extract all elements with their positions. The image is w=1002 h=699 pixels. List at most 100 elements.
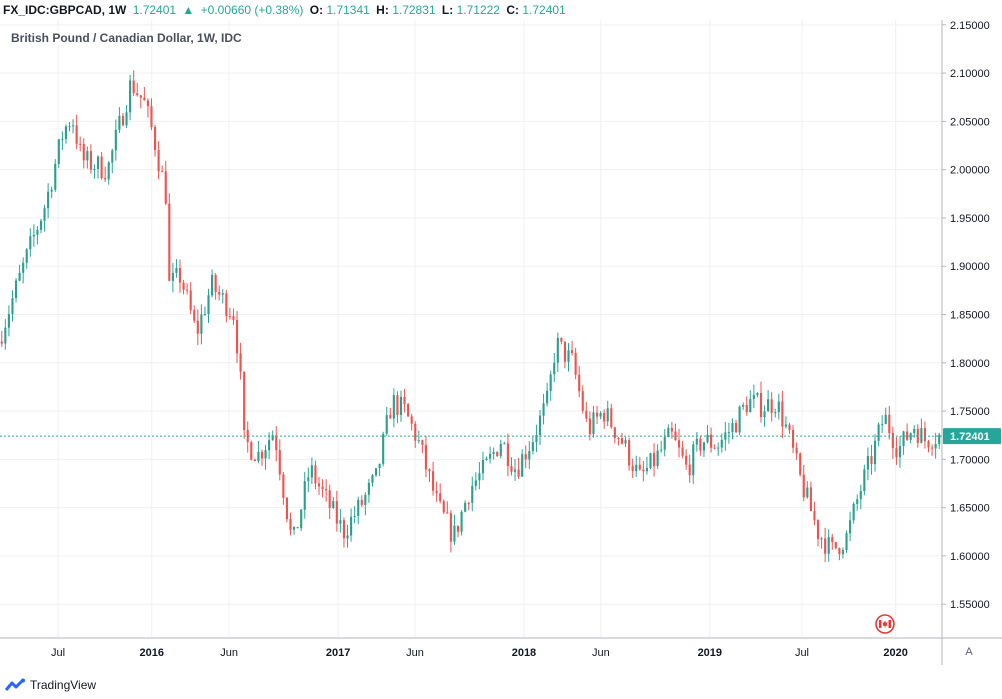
candle-body xyxy=(731,423,734,433)
candle-body xyxy=(403,396,406,405)
candle-body xyxy=(239,353,242,372)
tradingview-brand[interactable]: TradingView xyxy=(30,678,97,692)
candle-body xyxy=(528,451,531,460)
candle-body xyxy=(243,371,246,430)
high-label: H: xyxy=(376,3,389,17)
candle-body xyxy=(257,451,260,462)
candle-body xyxy=(164,171,167,204)
candle-body xyxy=(553,362,556,375)
candle-body xyxy=(442,501,445,513)
candle-body xyxy=(784,424,788,427)
candle-body xyxy=(906,431,909,440)
auto-scale-button[interactable]: A xyxy=(965,646,973,658)
candle-body xyxy=(549,374,552,391)
x-tick-label: 2020 xyxy=(883,647,907,659)
x-tick-label: 2019 xyxy=(698,647,722,659)
candle-body xyxy=(923,428,927,442)
candle-body xyxy=(631,465,634,472)
candle-body xyxy=(86,151,89,161)
candle-body xyxy=(677,440,681,448)
candle-body xyxy=(200,314,203,334)
price-axis[interactable]: 2.15000 2.10000 2.05000 2.00000 1.95000 1.900… xyxy=(942,20,990,611)
candle-body xyxy=(414,423,417,441)
candle-body xyxy=(389,415,392,419)
candle-body xyxy=(271,435,274,441)
candle-body xyxy=(535,435,538,443)
candle-body xyxy=(428,469,431,472)
candle-body xyxy=(79,143,82,145)
candle-body xyxy=(178,267,182,283)
candle-body xyxy=(104,178,107,180)
candle-body xyxy=(168,203,171,281)
time-axis[interactable]: Jul 2016 Jun 2017 Jun 2018 Jun 2019 Jul 2020 xyxy=(51,647,908,659)
candle-body xyxy=(136,93,139,96)
candle-body xyxy=(456,525,460,532)
candle-body xyxy=(717,447,720,449)
candle-body xyxy=(61,139,64,141)
candle-body xyxy=(446,512,449,514)
candle-body xyxy=(11,298,14,315)
candle-body xyxy=(118,115,121,130)
candle-body xyxy=(171,272,174,281)
candle-body xyxy=(464,502,467,512)
candle-body xyxy=(692,444,695,476)
candle-body xyxy=(68,126,71,128)
candle-body xyxy=(417,440,420,442)
candle-body xyxy=(667,427,670,438)
candle-body xyxy=(859,491,862,500)
candle-body xyxy=(599,413,602,417)
candle-body xyxy=(710,434,713,448)
candle-body xyxy=(431,471,435,491)
tradingview-logo-icon[interactable] xyxy=(5,678,27,692)
y-tick-label: 1.65000 xyxy=(950,503,990,515)
candle-body xyxy=(325,489,328,491)
candle-body xyxy=(342,520,346,539)
candle-body xyxy=(824,538,827,554)
candle-body xyxy=(75,125,78,144)
candle-body xyxy=(424,445,428,470)
candle-body xyxy=(310,465,313,478)
candle-body xyxy=(93,169,96,171)
candle-body xyxy=(410,416,413,424)
candlestick-chart[interactable]: 2.15000 2.10000 2.05000 2.00000 1.95000 1.900… xyxy=(0,20,1002,665)
candle-body xyxy=(934,444,937,449)
candle-body xyxy=(652,453,656,467)
candle-body xyxy=(913,428,916,434)
candle-layer xyxy=(0,70,941,563)
grid-layer xyxy=(0,20,942,638)
candle-body xyxy=(938,434,941,445)
candle-body xyxy=(574,353,577,375)
candle-body xyxy=(321,486,324,490)
candle-body xyxy=(96,156,100,170)
candle-body xyxy=(43,208,46,221)
candle-body xyxy=(253,459,256,462)
candle-body xyxy=(727,432,730,434)
y-tick-label: 1.80000 xyxy=(950,358,990,370)
candle-body xyxy=(734,423,738,433)
candle-body xyxy=(146,100,149,107)
candle-body xyxy=(196,320,199,334)
close-value: 1.72401 xyxy=(522,3,566,17)
candle-body xyxy=(756,392,759,396)
candle-body xyxy=(353,516,356,518)
candle-body xyxy=(595,412,599,417)
candle-body xyxy=(278,450,281,475)
candle-body xyxy=(203,314,207,316)
candle-body xyxy=(460,511,463,532)
candle-body xyxy=(931,447,934,449)
candle-body xyxy=(560,337,563,342)
candle-body xyxy=(767,399,770,412)
candle-body xyxy=(218,292,221,295)
candle-body xyxy=(567,350,570,362)
candle-body xyxy=(585,410,588,419)
candle-body xyxy=(367,482,370,495)
chart-frame[interactable]: 2.15000 2.10000 2.05000 2.00000 1.95000 1.900… xyxy=(0,20,1002,665)
symbol-label[interactable]: FX_IDC:GBPCAD, 1W xyxy=(3,3,127,17)
candle-body xyxy=(635,464,638,472)
candle-body xyxy=(296,527,299,529)
candle-body xyxy=(129,80,132,113)
candle-body xyxy=(214,274,217,293)
candle-body xyxy=(517,469,520,477)
y-tick-label: 1.55000 xyxy=(950,599,990,611)
canada-flag-icon[interactable] xyxy=(875,614,895,634)
